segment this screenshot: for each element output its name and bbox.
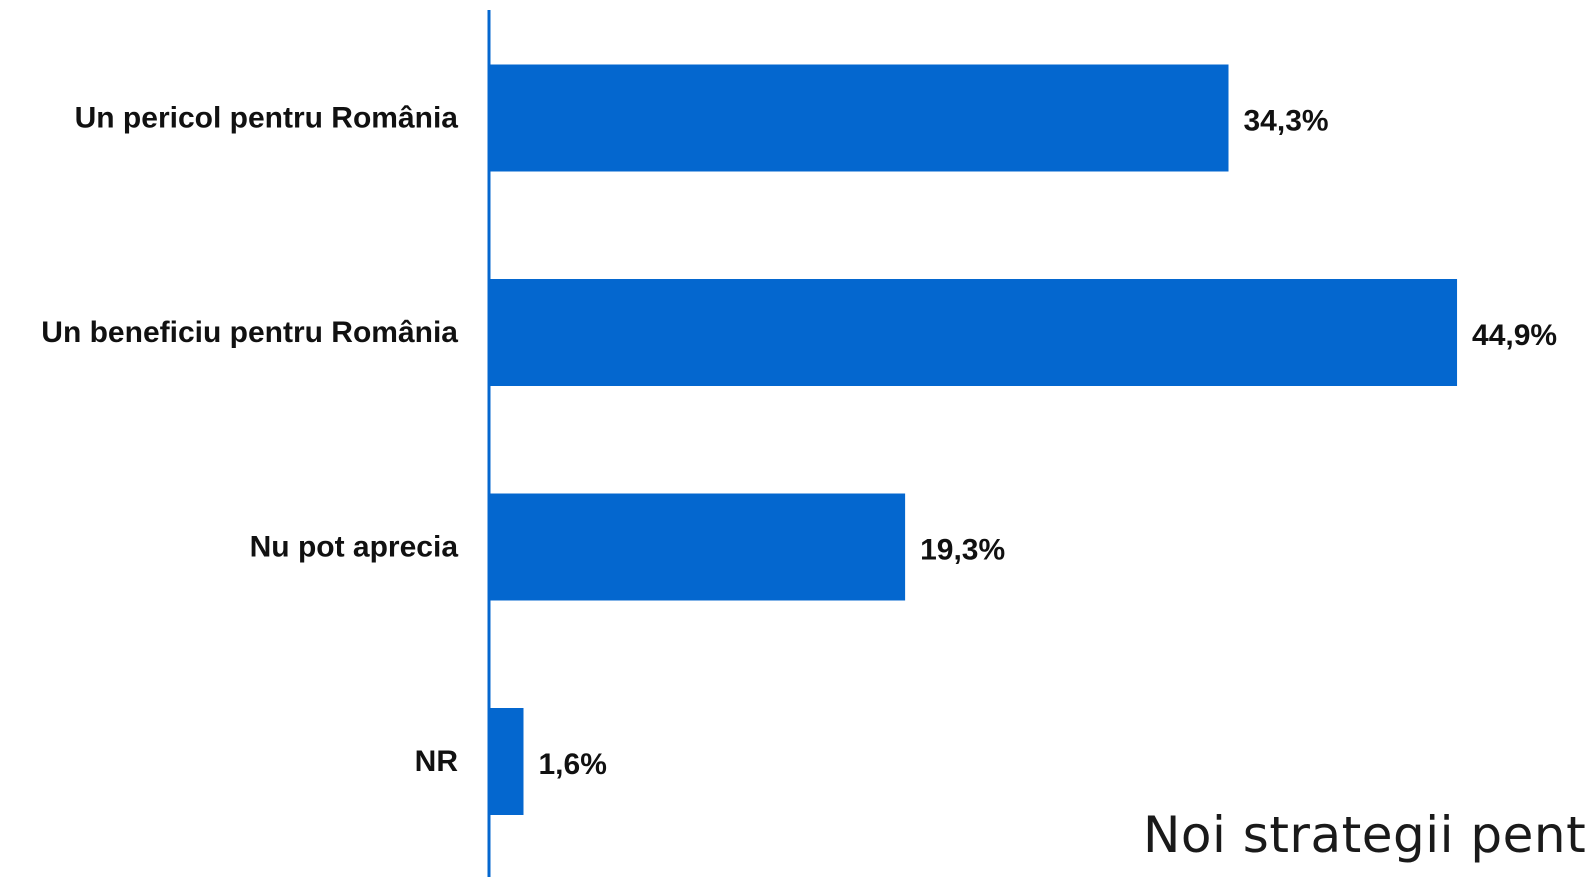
value-label-2: 19,3% <box>920 534 1005 567</box>
value-label-0: 34,3% <box>1244 105 1329 138</box>
bar-1 <box>489 279 1458 386</box>
value-label-3: 1,6% <box>538 748 606 781</box>
bar-2 <box>489 493 906 601</box>
category-label-2: Nu pot aprecia <box>250 531 459 564</box>
labels-layer: Un pericol pentru România 34,3% Un benefic… <box>41 102 1557 782</box>
category-label-1: Un beneficiu pentru România <box>41 316 458 349</box>
footer-title-text: Noi strategii pent <box>1143 806 1587 864</box>
bar-3 <box>489 708 524 815</box>
category-label-3: NR <box>415 745 459 778</box>
bar-0 <box>489 64 1229 172</box>
value-label-1: 44,9% <box>1472 319 1557 352</box>
category-label-0: Un pericol pentru România <box>75 102 459 135</box>
bars-layer <box>489 64 1458 815</box>
